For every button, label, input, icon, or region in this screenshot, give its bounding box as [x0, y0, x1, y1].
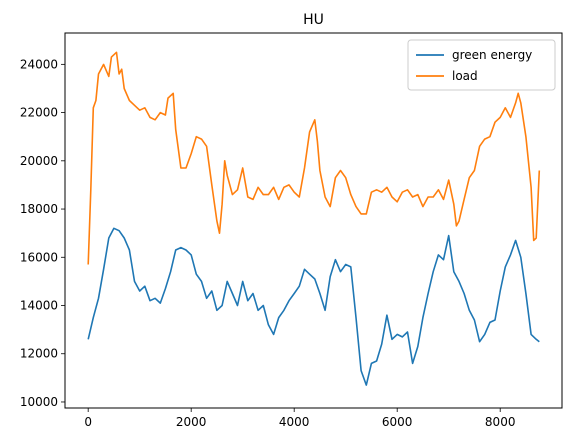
y-tick-label: 20000 [20, 154, 58, 168]
series-line-2 [87, 51, 541, 265]
y-tick-label: 24000 [20, 57, 58, 71]
legend-label-1: green energy [452, 48, 532, 62]
x-tick-label: 4000 [279, 415, 310, 429]
x-tick-label: 6000 [382, 415, 413, 429]
y-tick-label: 14000 [20, 299, 58, 313]
y-tick-label: 18000 [20, 202, 58, 216]
y-axis: 10000 12000 14000 16000 18000 20000 22000 24000 [20, 57, 65, 409]
chart-title: HU [303, 12, 324, 28]
axes-frame [64, 32, 563, 409]
legend-label-2: load [452, 69, 478, 83]
y-tick-label: 12000 [20, 347, 58, 361]
x-tick-label: 0 [84, 415, 92, 429]
series-line-1 [87, 227, 540, 386]
y-tick-label: 16000 [20, 250, 58, 264]
legend-box [407, 39, 556, 91]
series-layer [87, 51, 541, 386]
x-tick-label: 2000 [176, 415, 207, 429]
y-tick-label: 10000 [20, 395, 58, 409]
x-tick-label: 8000 [485, 415, 516, 429]
x-axis: 0 2000 4000 6000 8000 [84, 408, 515, 429]
y-tick-label: 22000 [20, 106, 58, 120]
legend: green energy load [407, 39, 556, 91]
